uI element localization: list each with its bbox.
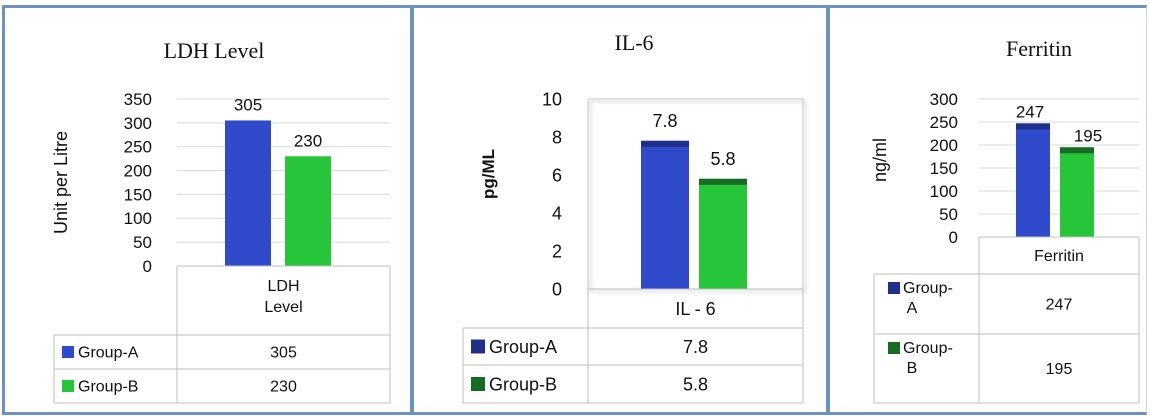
chart-title: Ferritin — [1006, 36, 1072, 61]
table-value: 7.8 — [683, 337, 708, 357]
y-tick-label: 2 — [552, 241, 562, 261]
bar-group-b — [285, 156, 331, 266]
bar-cap — [1060, 147, 1094, 154]
legend-swatch — [471, 377, 485, 391]
chart-title: IL-6 — [614, 30, 653, 55]
legend-swatch — [471, 339, 485, 354]
plot-area-frame — [587, 98, 804, 290]
bar-cap — [699, 178, 747, 185]
ldh-chart: LDH Level 0 50 100 150 200 250 300 350 Unit per L… — [51, 38, 391, 404]
table-value: 195 — [1046, 361, 1073, 378]
category-label: Ferritin — [1034, 248, 1084, 265]
y-tick-label: 50 — [133, 233, 152, 252]
il6-chart-panel: IL-6 0 2 4 6 8 10 pg/ML 7.8 5.8 IL - 6 Group-A 7.8 Gr… — [411, 5, 829, 415]
bar-cap — [641, 140, 689, 147]
il6-chart: IL-6 0 2 4 6 8 10 pg/ML 7.8 5.8 IL - 6 Group-A 7.8 Gr… — [462, 30, 804, 404]
y-tick-label: 150 — [930, 159, 958, 178]
table-value: 5.8 — [683, 374, 708, 394]
y-tick-label: 50 — [939, 205, 958, 224]
y-tick-label: 200 — [930, 136, 958, 155]
y-tick-label: 10 — [542, 89, 562, 109]
y-tick-label: 200 — [124, 162, 152, 181]
y-tick-label: 150 — [124, 185, 152, 204]
table-value: 305 — [270, 345, 297, 362]
ferritin-chart: Ferritin 0 50 100 150 200 250 300 ng/ml 247 195 Fer… — [870, 36, 1140, 404]
legend-swatch — [888, 282, 900, 294]
legend-label: A — [907, 300, 918, 317]
ferritin-chart-panel: Ferritin 0 50 100 150 200 250 300 ng/ml 247 195 Fer… — [827, 5, 1147, 415]
data-label: 5.8 — [710, 149, 735, 169]
table-value: 247 — [1046, 297, 1073, 314]
chart-title: LDH Level — [164, 38, 265, 63]
legend-swatch — [888, 342, 900, 354]
legend-swatch — [62, 380, 74, 392]
y-tick-label: 100 — [124, 209, 152, 228]
y-tick-label: 8 — [552, 127, 562, 147]
y-tick-label: 250 — [124, 138, 152, 157]
legend-label: Group- — [903, 340, 953, 357]
legend-label: Group-B — [489, 374, 557, 394]
legend-label: Group- — [903, 280, 953, 297]
y-tick-label: 4 — [552, 203, 562, 223]
data-label: 7.8 — [652, 111, 677, 131]
category-label: LDH — [267, 278, 299, 295]
y-tick-label: 350 — [124, 90, 152, 109]
table-value: 230 — [270, 379, 297, 396]
category-label: Level — [264, 299, 302, 316]
bar-group-a — [225, 120, 271, 266]
y-tick-label: 0 — [143, 257, 152, 276]
legend-label: Group-B — [78, 379, 138, 396]
y-tick-label: 0 — [949, 228, 958, 247]
legend-swatch — [62, 346, 74, 358]
y-tick-label: 0 — [552, 279, 562, 299]
y-tick-label: 250 — [930, 113, 958, 132]
bar-cap — [1016, 123, 1050, 130]
bar-group-b — [699, 178, 747, 289]
ldh-chart-panel: LDH Level 0 50 100 150 200 250 300 350 Unit per L… — [2, 5, 413, 415]
data-label: 230 — [294, 131, 322, 150]
category-label: IL - 6 — [675, 299, 715, 319]
legend-label: Group-A — [489, 337, 557, 357]
y-tick-label: 6 — [552, 165, 562, 185]
y-tick-label: 300 — [930, 90, 958, 109]
legend-label: Group-A — [78, 345, 139, 362]
y-axis-label: pg/ML — [479, 149, 498, 199]
bar-group-b — [1060, 147, 1094, 237]
bar-group-a — [1016, 123, 1050, 237]
bar-group-a — [641, 140, 689, 289]
data-label: 247 — [1016, 102, 1044, 121]
y-tick-label: 100 — [930, 182, 958, 201]
legend-label: B — [907, 360, 918, 377]
y-axis-label: Unit per Litre — [51, 131, 71, 234]
data-label: 305 — [234, 95, 262, 114]
y-tick-label: 300 — [124, 114, 152, 133]
y-axis-label: ng/ml — [870, 138, 890, 182]
data-label: 195 — [1074, 126, 1102, 145]
